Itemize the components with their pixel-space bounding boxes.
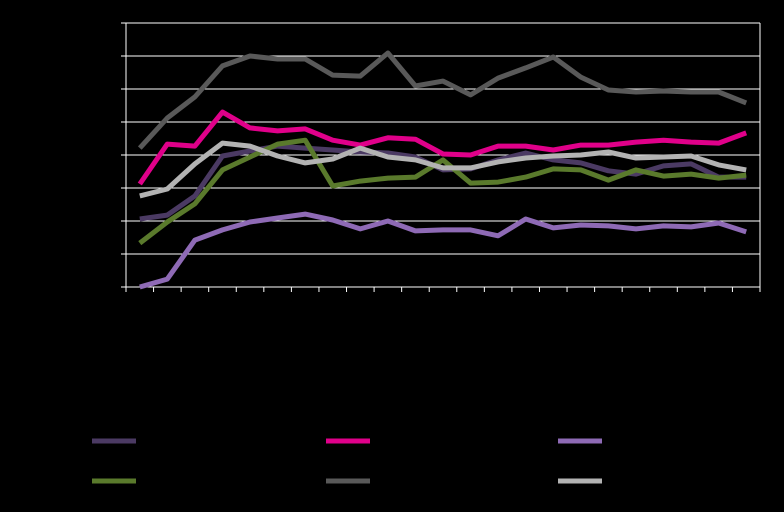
series-line: [139, 211, 747, 290]
series-line: [138, 137, 747, 246]
series-line: [137, 50, 748, 150]
series-line: [137, 109, 748, 186]
series-line: [139, 140, 747, 199]
